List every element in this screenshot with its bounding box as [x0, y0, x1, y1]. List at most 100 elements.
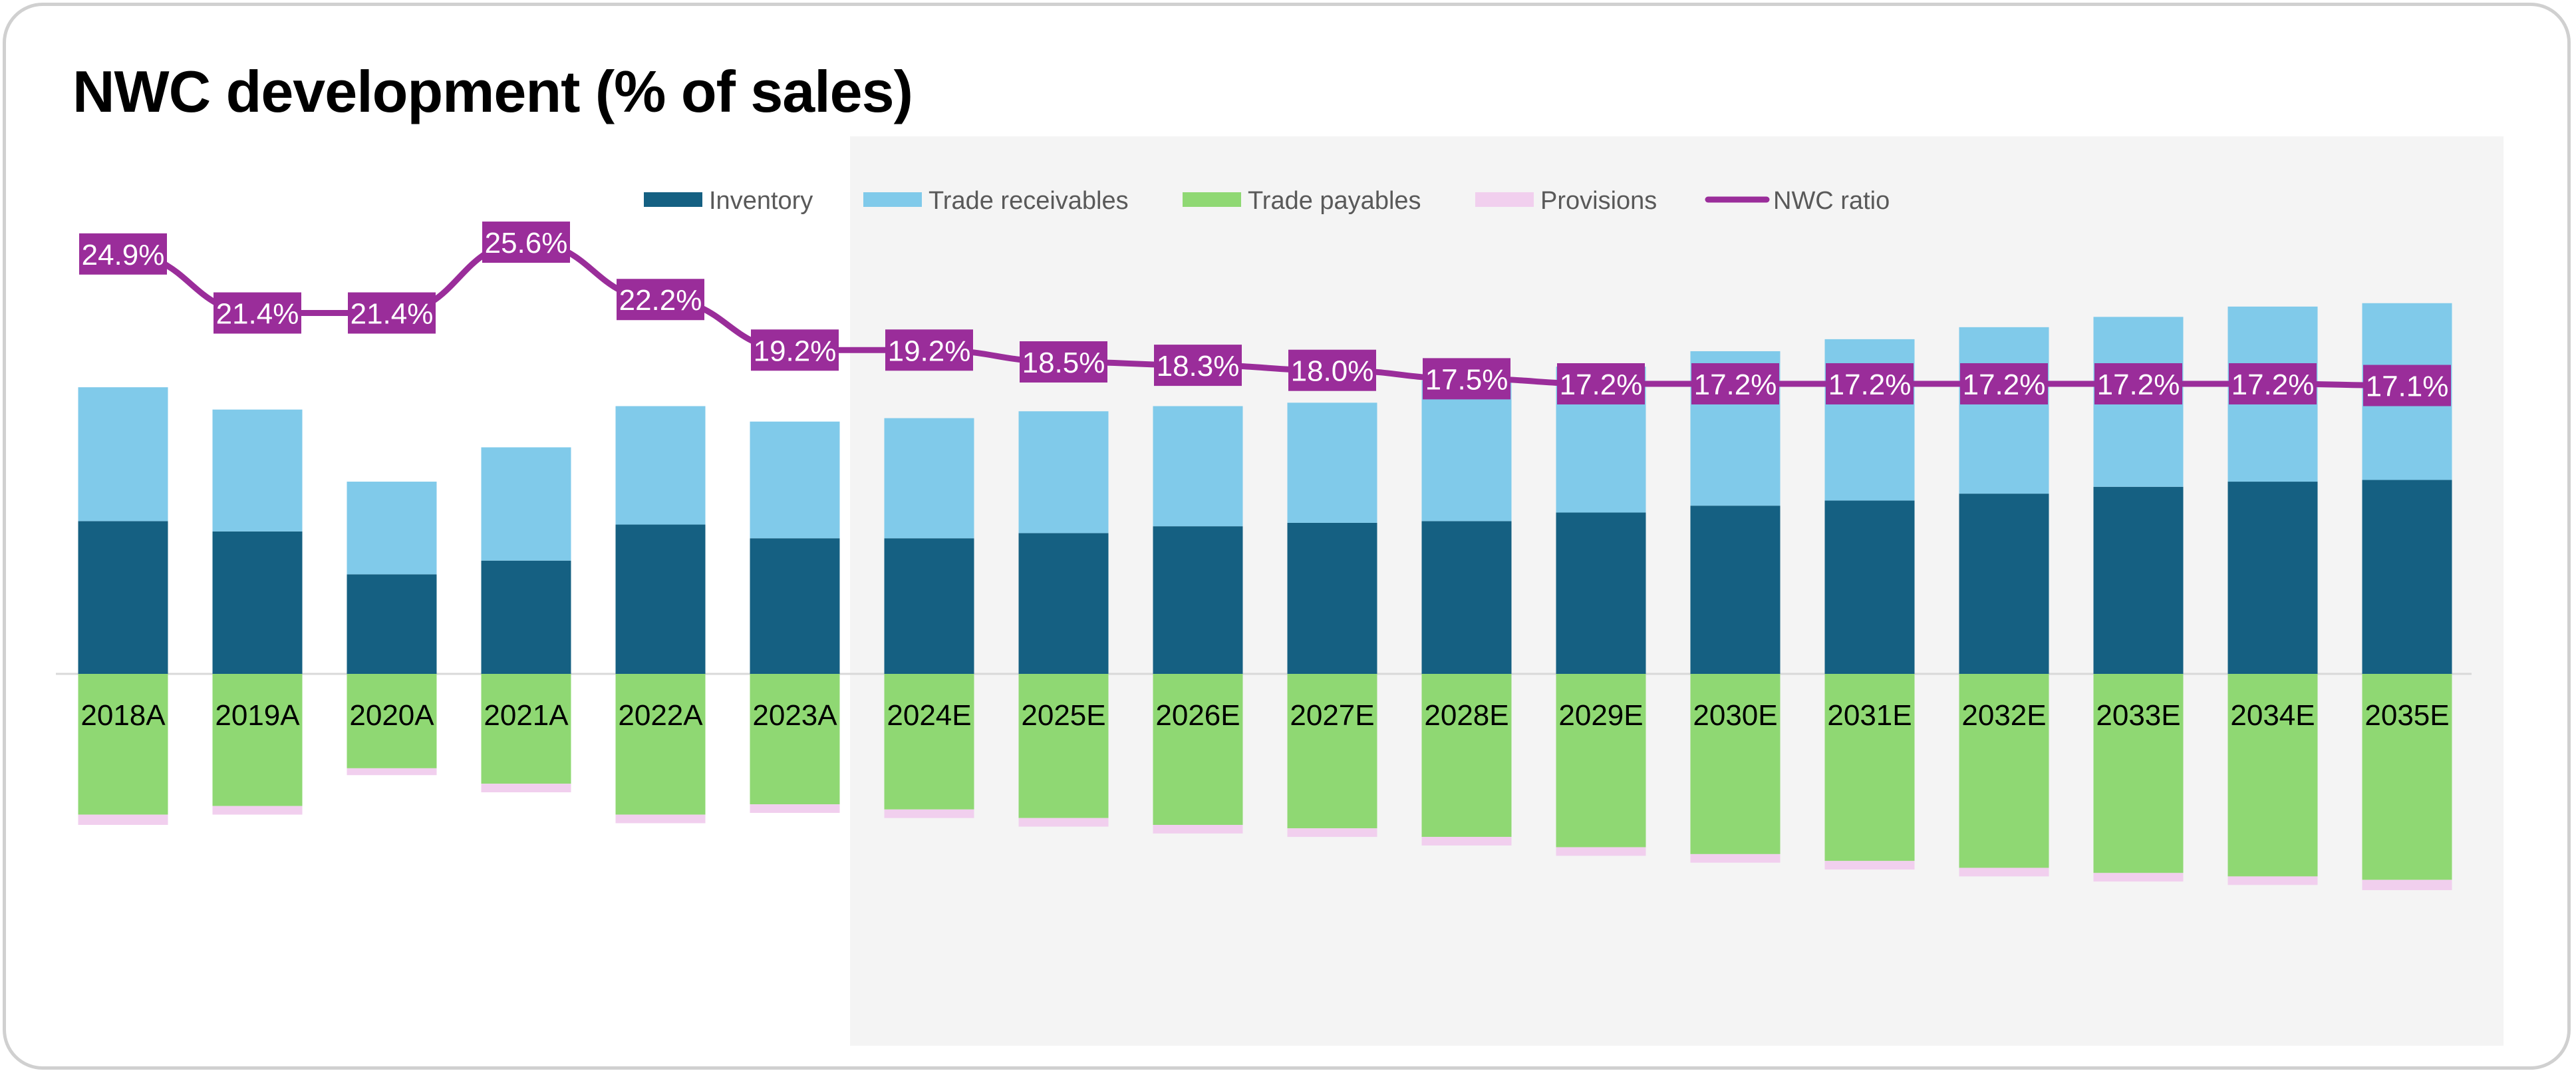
- x-tick-label: 2031E: [1827, 699, 1912, 732]
- bar-inventory-2035E: [2362, 480, 2452, 674]
- nwc-ratio-data-label: 18.5%: [1022, 347, 1105, 379]
- legend-swatch-trade-receivables: [863, 192, 922, 207]
- nwc-ratio-label-bg: [2094, 363, 2182, 404]
- bar-trade-payables-2024E: [884, 674, 974, 810]
- x-tick-label: 2021A: [484, 699, 569, 732]
- nwc-ratio-label-bg: [1691, 363, 1779, 404]
- bar-provisions-2030E: [1690, 853, 1781, 863]
- nwc-ratio-data-label: 25.6%: [485, 227, 568, 259]
- bar-inventory-2025E: [1018, 533, 1109, 674]
- x-tick-label: 2018A: [80, 699, 166, 732]
- nwc-ratio-label-bg: [885, 329, 973, 371]
- chart-title: NWC development (% of sales): [72, 59, 913, 124]
- bar-provisions-2027E: [1287, 828, 1377, 838]
- bar-inventory-2018A: [78, 521, 168, 674]
- legend-label-nwc-ratio: NWC ratio: [1773, 187, 1890, 215]
- x-tick-label: 2020A: [349, 699, 434, 732]
- bar-trade-payables-2031E: [1824, 674, 1915, 861]
- bar-inventory-2026E: [1153, 526, 1243, 674]
- bar-inventory-2022A: [615, 524, 706, 674]
- legend-label-trade-payables: Trade payables: [1248, 187, 1421, 215]
- nwc-ratio-label-bg: [617, 279, 704, 321]
- nwc-ratio-data-label: 18.3%: [1157, 350, 1240, 383]
- legend-swatch-provisions: [1475, 192, 1534, 207]
- bar-provisions-2018A: [78, 814, 168, 826]
- nwc-ratio-label-bg: [79, 233, 167, 275]
- nwc-ratio-data-label: 22.2%: [619, 284, 702, 317]
- bar-provisions-2022A: [615, 814, 706, 824]
- bar-inventory-2032E: [1959, 494, 2049, 674]
- nwc-ratio-label-bg: [2363, 365, 2451, 406]
- bar-trade-payables-2029E: [1556, 674, 1646, 847]
- x-tick-label: 2023A: [752, 699, 837, 732]
- bar-inventory-2027E: [1287, 522, 1377, 674]
- bar-provisions-2035E: [2362, 879, 2452, 891]
- nwc-ratio-label-bg: [1020, 341, 1107, 383]
- x-tick-label: 2022A: [618, 699, 703, 732]
- nwc-ratio-data-label: 17.2%: [1560, 369, 1643, 401]
- x-tick-label: 2027E: [1290, 699, 1374, 732]
- nwc-ratio-data-label: 17.1%: [2366, 371, 2449, 403]
- nwc-ratio-label-bg: [1960, 363, 2048, 404]
- bar-provisions-2021A: [481, 784, 571, 793]
- nwc-ratio-data-label: 19.2%: [754, 335, 837, 367]
- nwc-ratio-label-bg: [348, 292, 436, 334]
- nwc-ratio-data-label: 17.2%: [2097, 369, 2180, 401]
- nwc-ratio-data-label: 19.2%: [888, 335, 971, 367]
- nwc-ratio-data-label: 18.0%: [1291, 355, 1374, 388]
- bar-trade-payables-2033E: [2093, 674, 2184, 873]
- x-tick-label: 2035E: [2364, 699, 2449, 732]
- bar-provisions-2028E: [1421, 837, 1512, 845]
- bar-provisions-2020A: [347, 768, 437, 776]
- nwc-ratio-label-bg: [1423, 358, 1510, 400]
- nwc-ratio-data-label: 21.4%: [351, 298, 434, 331]
- nwc-ratio-data-label: 21.4%: [216, 298, 299, 331]
- legend-label-inventory: Inventory: [709, 187, 813, 215]
- bar-trade-payables-2025E: [1018, 674, 1109, 818]
- x-tick-label: 2019A: [215, 699, 300, 732]
- x-tick-label: 2029E: [1558, 699, 1643, 732]
- nwc-ratio-data-label: 24.9%: [82, 239, 165, 271]
- bar-trade-receivables-2027E: [1287, 402, 1377, 523]
- bar-inventory-2028E: [1421, 521, 1512, 674]
- bar-trade-receivables-2018A: [78, 387, 168, 522]
- bar-provisions-2031E: [1824, 861, 1915, 870]
- bar-inventory-2031E: [1824, 500, 1915, 674]
- nwc-ratio-label-bg: [751, 329, 839, 371]
- legend-label-provisions: Provisions: [1540, 187, 1657, 215]
- bar-trade-payables-2035E: [2362, 674, 2452, 880]
- x-tick-label: 2026E: [1155, 699, 1240, 732]
- nwc-ratio-label-bg: [1288, 349, 1376, 391]
- nwc-ratio-label-bg: [482, 222, 570, 263]
- bar-inventory-2019A: [212, 531, 303, 674]
- bar-trade-payables-2020A: [347, 674, 437, 768]
- bar-inventory-2033E: [2093, 486, 2184, 674]
- legend-swatch-trade-payables: [1183, 192, 1241, 207]
- x-tick-label: 2024E: [887, 699, 971, 732]
- bar-provisions-2026E: [1153, 825, 1243, 834]
- bar-trade-payables-2022A: [615, 674, 706, 815]
- bar-provisions-2034E: [2227, 876, 2318, 885]
- bar-trade-receivables-2023A: [750, 421, 840, 539]
- bar-inventory-2029E: [1556, 512, 1646, 674]
- nwc-ratio-data-label: 17.2%: [1694, 369, 1777, 401]
- x-tick-label: 2033E: [2096, 699, 2180, 732]
- bar-provisions-2023A: [750, 804, 840, 813]
- x-tick-label: 2034E: [2230, 699, 2315, 732]
- bar-trade-payables-2030E: [1690, 674, 1781, 854]
- bar-trade-receivables-2022A: [615, 406, 706, 525]
- bar-inventory-2021A: [481, 560, 571, 674]
- nwc-ratio-data-label: 17.5%: [1425, 363, 1508, 396]
- bar-inventory-2034E: [2227, 482, 2318, 674]
- bar-trade-receivables-2021A: [481, 447, 571, 561]
- legend-swatch-inventory: [644, 192, 702, 207]
- nwc-ratio-data-label: 17.2%: [1828, 369, 1912, 401]
- bar-provisions-2024E: [884, 809, 974, 818]
- nwc-ratio-label-bg: [1154, 345, 1242, 386]
- nwc-ratio-data-label: 17.2%: [1963, 369, 2046, 401]
- bar-trade-payables-2018A: [78, 674, 168, 815]
- bar-provisions-2032E: [1959, 867, 2049, 877]
- bar-trade-payables-2023A: [750, 674, 840, 805]
- bar-trade-receivables-2028E: [1421, 380, 1512, 522]
